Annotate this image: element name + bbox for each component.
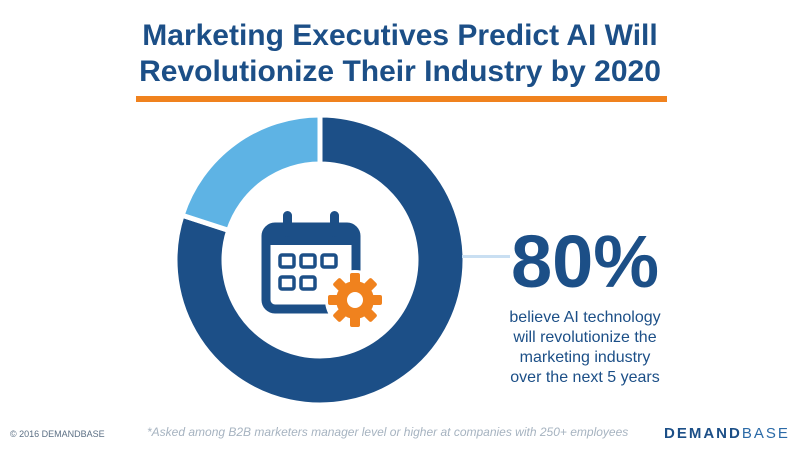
donut-slice-2 bbox=[178, 115, 323, 234]
title-line-2: Revolutionize Their Industry by 2020 bbox=[139, 55, 661, 88]
donut-slice-1 bbox=[175, 115, 465, 405]
title-divider bbox=[136, 96, 667, 102]
donut-chart bbox=[175, 115, 465, 405]
callout-connector bbox=[462, 255, 510, 258]
stat-value: 80% bbox=[510, 220, 660, 303]
stat-description: believe AI technology will revolutionize… bbox=[490, 308, 680, 388]
logo-rest-text: BASE bbox=[741, 425, 790, 442]
demandbase-logo: DEMANDBASE bbox=[664, 425, 790, 442]
logo-bold-text: DEMAND bbox=[664, 425, 742, 442]
donut-slices bbox=[175, 115, 465, 405]
footnote-text: *Asked among B2B marketers manager level… bbox=[147, 425, 629, 439]
copyright-text: © 2016 DEMANDBASE bbox=[10, 429, 105, 439]
stat-line-4: over the next 5 years bbox=[510, 369, 660, 386]
title-line-1: Marketing Executives Predict AI Will bbox=[142, 19, 658, 52]
stat-line-3: marketing industry bbox=[519, 349, 651, 366]
stat-line-2: will revolutionize the bbox=[513, 329, 657, 346]
calendar-gear-icon bbox=[261, 211, 385, 330]
stat-line-1: believe AI technology bbox=[509, 309, 661, 326]
page-title: Marketing Executives Predict AI Will Rev… bbox=[0, 18, 800, 90]
